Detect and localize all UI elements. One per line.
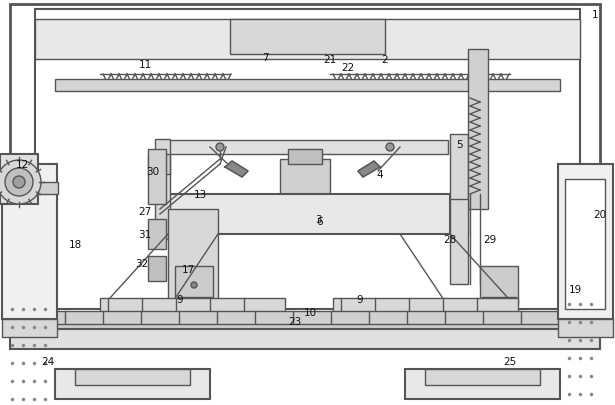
Bar	[558, 164, 613, 319]
Circle shape	[0, 161, 41, 205]
Text: 21: 21	[323, 55, 336, 65]
Text: 23: 23	[288, 316, 301, 326]
Text: 9: 9	[357, 294, 363, 304]
Bar	[38, 183, 58, 194]
Circle shape	[5, 168, 33, 196]
Text: 9: 9	[177, 294, 183, 304]
Bar	[148, 220, 166, 249]
Bar	[35, 324, 580, 339]
Polygon shape	[225, 162, 248, 177]
Text: 20: 20	[593, 209, 606, 220]
Text: 24: 24	[41, 356, 55, 366]
Bar	[148, 155, 170, 175]
Polygon shape	[358, 162, 380, 177]
Bar	[35, 10, 580, 309]
Bar	[55, 369, 210, 399]
Bar	[450, 135, 468, 234]
Bar	[10, 329, 600, 349]
Bar	[333, 298, 518, 314]
Text: 7: 7	[262, 53, 268, 63]
Bar	[405, 369, 560, 399]
Text: 22: 22	[341, 63, 355, 73]
Bar	[168, 209, 218, 304]
Text: 28: 28	[443, 234, 456, 244]
Text: 12: 12	[15, 160, 29, 170]
Text: 31: 31	[138, 230, 152, 239]
Text: 17: 17	[181, 264, 194, 274]
Text: 3: 3	[315, 215, 321, 224]
Text: 30: 30	[146, 166, 159, 177]
Bar	[168, 194, 450, 234]
Bar	[100, 298, 285, 314]
Bar	[288, 149, 322, 164]
Text: 10: 10	[303, 307, 317, 317]
Text: 19: 19	[568, 284, 582, 294]
Text: 1: 1	[592, 10, 598, 20]
Text: 13: 13	[193, 190, 207, 200]
Bar	[280, 160, 330, 200]
Bar	[482, 297, 516, 319]
Text: 27: 27	[138, 207, 152, 216]
Bar	[168, 141, 448, 155]
Bar	[175, 266, 213, 304]
Text: 6: 6	[317, 216, 323, 226]
Bar	[480, 266, 518, 304]
Bar	[75, 369, 190, 385]
Bar	[450, 200, 468, 284]
Bar	[468, 50, 488, 209]
Text: 5: 5	[457, 140, 463, 149]
Text: 25: 25	[503, 356, 517, 366]
Circle shape	[191, 282, 197, 288]
Bar	[294, 215, 316, 222]
Bar	[230, 20, 385, 55]
Bar	[148, 149, 166, 205]
Bar	[178, 297, 212, 319]
Bar	[558, 319, 613, 337]
Bar	[565, 179, 605, 309]
Bar	[425, 369, 540, 385]
Text: 29: 29	[483, 234, 497, 244]
Text: 18: 18	[68, 239, 82, 249]
Bar	[35, 20, 580, 60]
Bar	[55, 80, 560, 92]
Bar	[2, 164, 57, 319]
Text: 32: 32	[135, 258, 149, 269]
Circle shape	[216, 144, 224, 151]
Text: 4: 4	[376, 170, 383, 179]
Bar	[2, 319, 57, 337]
Circle shape	[386, 144, 394, 151]
Bar	[148, 256, 166, 281]
Text: 11: 11	[138, 60, 152, 70]
Bar	[0, 155, 38, 205]
Bar	[155, 140, 170, 239]
Text: 2: 2	[382, 55, 388, 65]
Circle shape	[13, 177, 25, 189]
Bar	[55, 311, 560, 329]
Bar	[10, 5, 600, 329]
